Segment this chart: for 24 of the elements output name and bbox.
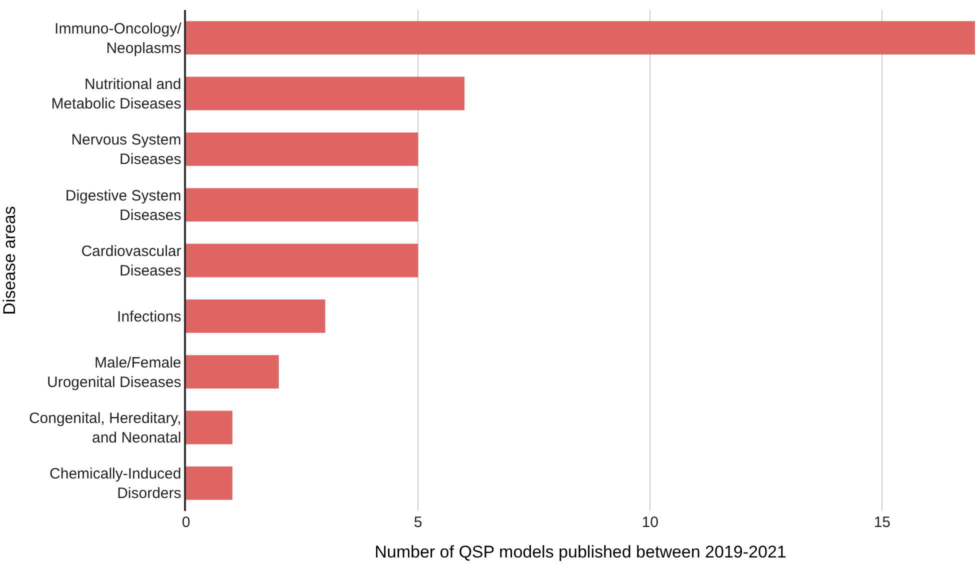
bar — [186, 132, 418, 166]
bar — [186, 466, 232, 500]
y-tick-label: Cardiovascular Diseases — [81, 243, 182, 280]
y-axis-title: Disease areas — [0, 206, 19, 315]
y-tick-label: Male/Female Urogenital Diseases — [47, 354, 182, 391]
bar — [186, 355, 279, 389]
x-tick-label: 10 — [642, 514, 658, 531]
y-tick-label: Congenital, Hereditary, and Neonatal — [28, 410, 182, 446]
x-tick-label: 5 — [414, 514, 422, 531]
y-tick-label: Immuno-Oncology/ Neoplasms — [54, 20, 182, 57]
x-tick-label: 0 — [182, 514, 190, 531]
bar — [186, 21, 975, 55]
bar — [186, 299, 326, 333]
y-tick-label: Nervous System Diseases — [71, 132, 182, 168]
bar — [186, 76, 464, 110]
x-axis-title: Number of QSP models published between 2019-2021 — [374, 542, 786, 562]
bar — [186, 188, 418, 222]
bar — [186, 410, 232, 444]
y-tick-label: Nutritional and Metabolic Diseases — [51, 76, 182, 112]
y-tick-label: Digestive System Diseases — [65, 187, 182, 224]
bar — [186, 244, 418, 278]
y-tick-label: Infections — [117, 308, 182, 326]
x-tick-label: 15 — [874, 514, 891, 531]
y-tick-label: Chemically-Induced Disorders — [50, 466, 182, 502]
